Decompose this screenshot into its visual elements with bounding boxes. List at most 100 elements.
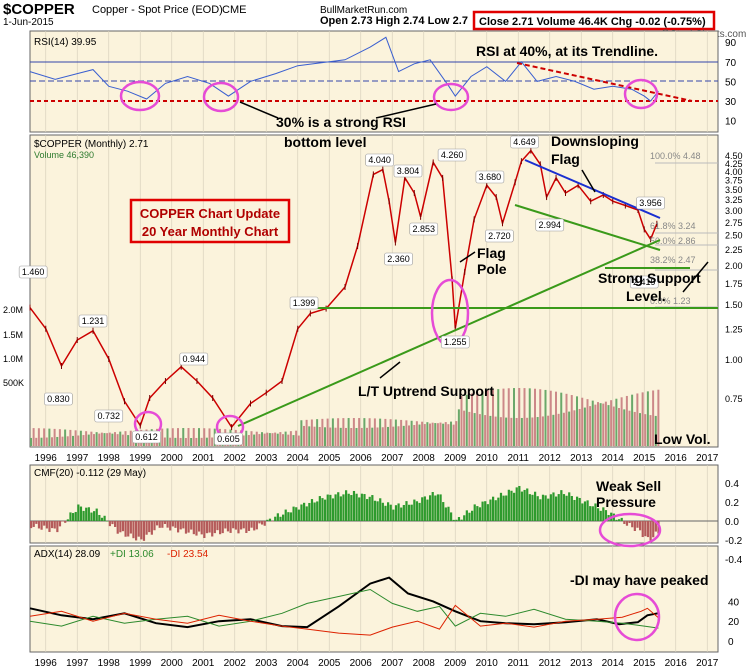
cmf-bar — [169, 521, 172, 531]
cmf-bar — [505, 495, 508, 521]
volume-bar — [631, 394, 634, 446]
cmf-bar — [240, 521, 243, 530]
volume-bar — [253, 434, 256, 446]
cmf-bar — [549, 494, 552, 521]
volume-bar — [174, 437, 177, 446]
point-label: 1.255 — [444, 337, 467, 347]
adx-panel — [29, 545, 719, 653]
cmf-bar — [555, 496, 558, 521]
volume-bar — [513, 388, 515, 446]
year-label: 2010 — [476, 658, 499, 669]
cmf-bar — [195, 521, 198, 536]
point-label-box — [393, 164, 423, 178]
volume-bar — [358, 418, 361, 446]
support-arrow — [682, 261, 709, 293]
cmf-bar — [74, 511, 77, 521]
cmf-bar — [523, 489, 526, 521]
point-label: 3.956 — [639, 198, 662, 208]
point-label-box — [384, 252, 413, 266]
cmf-bar — [602, 507, 605, 521]
point-label-box — [629, 275, 659, 289]
cmf-bar — [499, 492, 503, 521]
cmf-bar — [261, 521, 264, 525]
price-panel — [29, 134, 719, 448]
cmf-bar — [150, 521, 153, 535]
volume-bar — [578, 408, 581, 446]
volume-bar — [263, 433, 266, 446]
annotation-lt-uptrend: L/T Uptrend Support — [358, 383, 494, 399]
cmf-bar — [345, 490, 348, 521]
cmf-bar — [192, 521, 195, 535]
summary-box — [472, 10, 716, 31]
cmf-bar — [381, 502, 384, 521]
cmf-bar — [639, 521, 642, 531]
point-label-box — [636, 196, 665, 210]
cmf-tick-label: 0.2 — [725, 498, 739, 509]
price-tick-label: 2.00 — [725, 261, 743, 271]
point-label: 1.231 — [82, 316, 105, 326]
year-label: 2014 — [602, 453, 625, 464]
cmf-bar — [649, 521, 652, 541]
volume-bar — [389, 419, 392, 446]
cmf-bar — [410, 504, 413, 521]
volume-bar — [510, 417, 513, 446]
cmf-bar — [329, 494, 332, 521]
volume-bar — [179, 437, 182, 446]
year-axis-top: 1996 1997 1998 1999 2000 2001 2002 2003 2004 2005… — [35, 453, 719, 464]
cmf-bar — [51, 521, 54, 529]
cmf-bar — [208, 521, 211, 533]
cmf-bar — [313, 502, 316, 521]
volume-bar — [604, 401, 607, 446]
cmf-bar — [266, 519, 269, 521]
volume-bar — [594, 404, 597, 446]
volume-bar — [360, 427, 363, 446]
year-label: 2013 — [570, 658, 593, 669]
cmf-bar — [541, 494, 545, 521]
cmf-bar — [108, 521, 111, 527]
volume-bar — [612, 406, 615, 446]
volume-bar — [505, 417, 508, 446]
cmf-bar — [644, 521, 647, 537]
volume-bar — [48, 428, 51, 446]
volume-bar — [607, 405, 610, 446]
year-label: 2005 — [318, 453, 341, 464]
volume-bar — [211, 437, 214, 446]
point-label: 0.605 — [217, 434, 240, 444]
year-label: 2014 — [602, 658, 625, 669]
point-label-box — [132, 430, 161, 444]
volume-bar — [255, 431, 258, 446]
volume-bar — [85, 431, 88, 446]
cmf-bar — [363, 494, 366, 521]
rsi-arrow-2 — [375, 103, 437, 119]
price-tick-label: 3.75 — [725, 176, 743, 186]
cmf-bar — [119, 521, 122, 533]
cmf-bar — [478, 507, 482, 521]
cmf-bar — [471, 510, 474, 521]
cmf-bar — [552, 492, 555, 521]
price-tick-label: 3.50 — [725, 185, 743, 195]
year-label: 2007 — [381, 658, 404, 669]
cmf-bar — [581, 503, 584, 521]
cmf-bar — [573, 499, 576, 521]
year-label: 1997 — [66, 453, 89, 464]
summary-text: Close 2.71 Volume 46.4K Chg -0.02 (-0.75… — [479, 16, 706, 28]
point-label: 0.944 — [183, 354, 206, 364]
year-label: 2006 — [350, 658, 373, 669]
cmf-bar — [570, 496, 573, 521]
volume-bar — [568, 411, 571, 446]
year-label: 1999 — [129, 658, 152, 669]
volume-bar — [37, 428, 40, 446]
volume-bar — [481, 391, 484, 446]
cmf-bar — [625, 521, 629, 526]
volume-bar — [652, 390, 655, 446]
ohlc-text: Open 2.73 High 2.74 Low 2.7 — [320, 15, 468, 27]
volume-bar — [163, 437, 166, 446]
volume-bar — [633, 411, 636, 446]
cmf-bar — [177, 521, 180, 533]
volume-tick-label: 2.0M — [3, 305, 23, 315]
volume-bar — [247, 435, 250, 446]
volume-bar — [371, 427, 374, 446]
cmf-bar — [271, 521, 274, 522]
cmf-bar — [568, 492, 571, 521]
cmf-bar — [513, 492, 516, 521]
